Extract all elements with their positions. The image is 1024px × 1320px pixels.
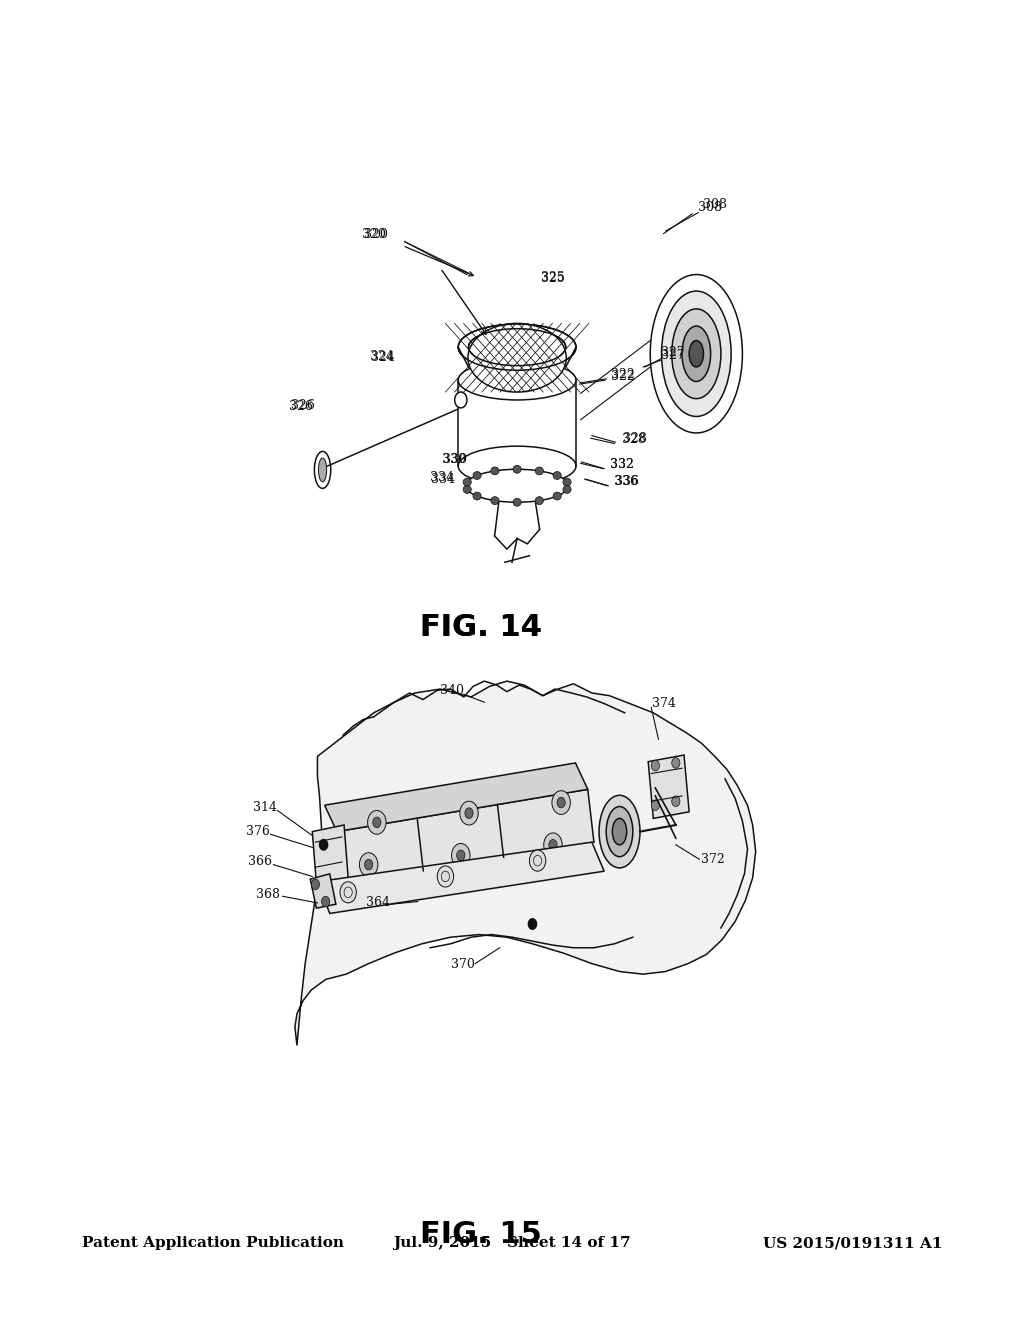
Ellipse shape xyxy=(672,309,721,399)
Circle shape xyxy=(452,843,470,867)
Circle shape xyxy=(365,859,373,870)
Text: 320: 320 xyxy=(364,228,388,242)
Ellipse shape xyxy=(563,486,571,494)
Text: 314: 314 xyxy=(253,801,278,814)
Text: 320: 320 xyxy=(361,228,386,242)
Circle shape xyxy=(549,840,557,850)
Circle shape xyxy=(529,850,546,871)
Ellipse shape xyxy=(463,478,471,486)
Text: 330: 330 xyxy=(441,453,466,466)
Polygon shape xyxy=(317,842,604,913)
Ellipse shape xyxy=(513,465,521,474)
Ellipse shape xyxy=(473,471,481,479)
Text: Patent Application Publication: Patent Application Publication xyxy=(82,1237,344,1250)
Ellipse shape xyxy=(612,818,627,845)
Circle shape xyxy=(528,919,537,929)
Polygon shape xyxy=(310,874,336,908)
Circle shape xyxy=(455,392,467,408)
Text: 327: 327 xyxy=(660,348,685,362)
Text: 324: 324 xyxy=(370,350,394,363)
Circle shape xyxy=(373,817,381,828)
Ellipse shape xyxy=(468,323,566,392)
Text: 364: 364 xyxy=(366,896,390,909)
Text: 322: 322 xyxy=(610,368,635,381)
Text: 366: 366 xyxy=(248,855,272,869)
Text: 328: 328 xyxy=(623,432,647,445)
Text: 372: 372 xyxy=(700,853,725,866)
Text: 325: 325 xyxy=(541,271,565,284)
Ellipse shape xyxy=(490,496,499,504)
Ellipse shape xyxy=(563,478,571,486)
Polygon shape xyxy=(648,755,689,818)
Text: 374: 374 xyxy=(651,697,676,710)
Text: Jul. 9, 2015   Sheet 14 of 17: Jul. 9, 2015 Sheet 14 of 17 xyxy=(393,1237,631,1250)
Text: 322: 322 xyxy=(610,370,635,383)
Ellipse shape xyxy=(536,467,544,475)
Ellipse shape xyxy=(553,492,561,500)
Circle shape xyxy=(319,840,328,850)
Text: 370: 370 xyxy=(451,958,475,972)
Circle shape xyxy=(340,882,356,903)
Ellipse shape xyxy=(606,807,633,857)
Circle shape xyxy=(460,801,478,825)
Circle shape xyxy=(672,796,680,807)
Circle shape xyxy=(651,760,659,771)
Text: 368: 368 xyxy=(256,888,281,902)
Text: 330: 330 xyxy=(442,453,467,466)
Text: 334: 334 xyxy=(431,473,456,486)
Text: FIG. 14: FIG. 14 xyxy=(420,612,543,642)
Polygon shape xyxy=(312,825,348,884)
Circle shape xyxy=(651,800,659,810)
Circle shape xyxy=(359,853,378,876)
Text: 376: 376 xyxy=(246,825,270,838)
Ellipse shape xyxy=(513,498,521,507)
Text: 336: 336 xyxy=(613,475,638,488)
Text: 308: 308 xyxy=(697,201,722,214)
Ellipse shape xyxy=(689,341,703,367)
Ellipse shape xyxy=(463,486,471,494)
Circle shape xyxy=(311,879,319,890)
Text: 327: 327 xyxy=(660,346,685,359)
Ellipse shape xyxy=(536,496,544,504)
Ellipse shape xyxy=(473,492,481,500)
Text: 340: 340 xyxy=(439,684,464,697)
Text: FIG. 14: FIG. 14 xyxy=(420,612,543,642)
Circle shape xyxy=(552,791,570,814)
Text: 324: 324 xyxy=(371,351,395,364)
Ellipse shape xyxy=(490,467,499,475)
Circle shape xyxy=(368,810,386,834)
Text: FIG. 15: FIG. 15 xyxy=(420,1220,543,1249)
Circle shape xyxy=(544,833,562,857)
Polygon shape xyxy=(295,681,756,1045)
Circle shape xyxy=(437,866,454,887)
Ellipse shape xyxy=(466,470,568,502)
Ellipse shape xyxy=(314,451,331,488)
Circle shape xyxy=(672,758,680,768)
Text: 326: 326 xyxy=(289,400,313,413)
Circle shape xyxy=(457,850,465,861)
Ellipse shape xyxy=(599,795,640,869)
Text: 334: 334 xyxy=(430,471,455,484)
Ellipse shape xyxy=(662,290,731,417)
Text: 325: 325 xyxy=(541,272,565,285)
Ellipse shape xyxy=(318,458,327,482)
Text: 328: 328 xyxy=(622,433,646,446)
Text: 326: 326 xyxy=(291,399,315,412)
Text: 332: 332 xyxy=(609,458,634,471)
Circle shape xyxy=(465,808,473,818)
Text: 332: 332 xyxy=(609,458,634,471)
Polygon shape xyxy=(325,763,588,832)
Ellipse shape xyxy=(682,326,711,381)
Ellipse shape xyxy=(553,471,561,479)
Polygon shape xyxy=(337,789,594,884)
Text: 308: 308 xyxy=(702,198,727,211)
Text: 336: 336 xyxy=(614,475,639,488)
Ellipse shape xyxy=(650,275,742,433)
Circle shape xyxy=(557,797,565,808)
Circle shape xyxy=(322,896,330,907)
Text: US 2015/0191311 A1: US 2015/0191311 A1 xyxy=(763,1237,942,1250)
